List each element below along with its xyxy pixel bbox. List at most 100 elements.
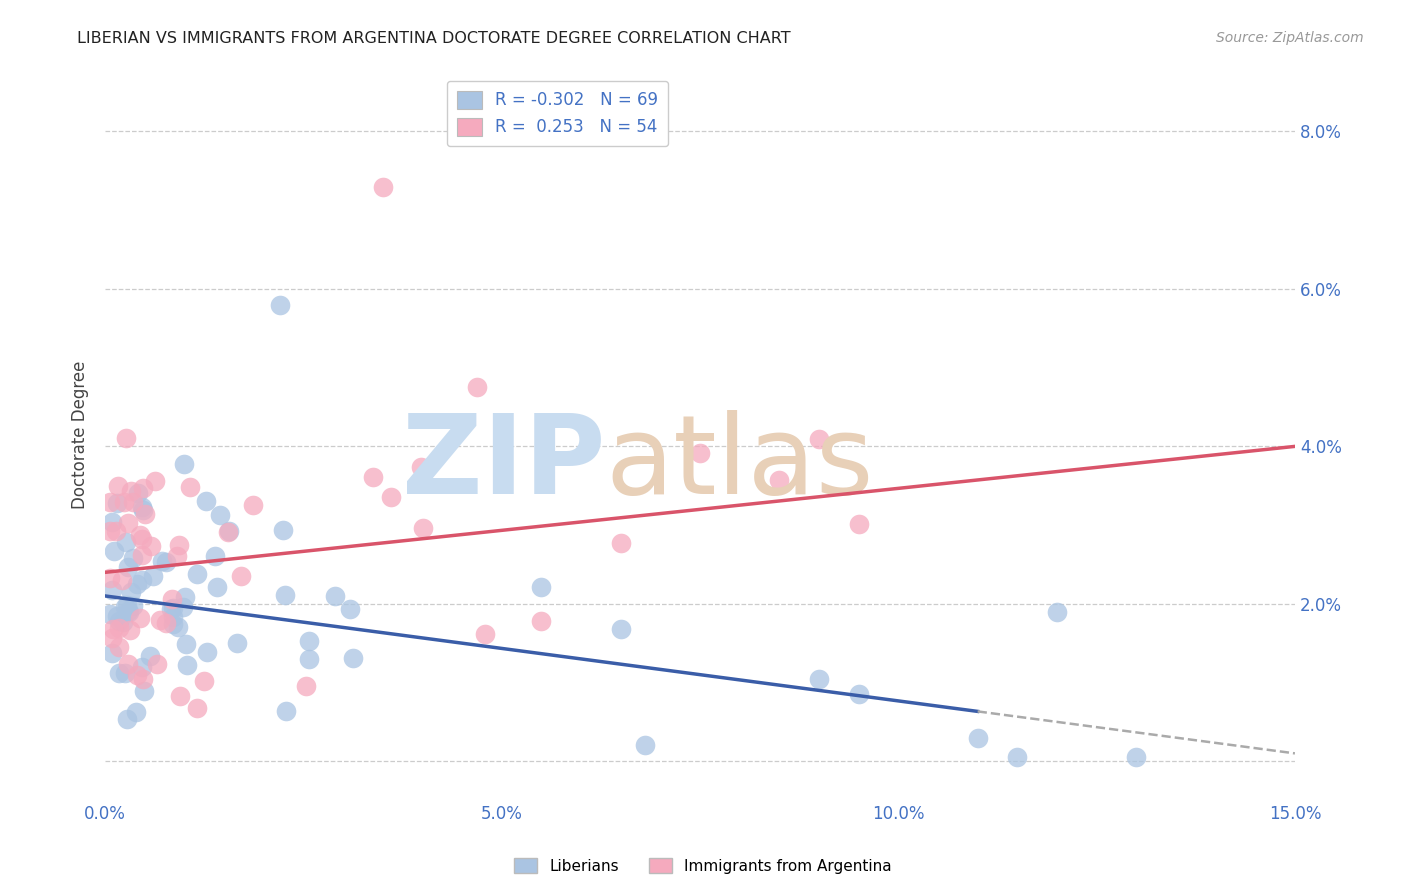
Point [103, 623, 125, 637]
Point [105, 609, 128, 624]
Point [108, 640, 131, 654]
Point [115, 598, 138, 612]
Point [120, 483, 142, 498]
Point [98, 607, 121, 622]
Point [131, 500, 153, 514]
Point [172, 599, 194, 614]
Legend: R = -0.302   N = 69, R =  0.253   N = 54: R = -0.302 N = 69, R = 0.253 N = 54 [447, 80, 668, 146]
Point [117, 604, 139, 618]
Point [117, 657, 139, 671]
Point [129, 528, 152, 542]
Point [225, 636, 247, 650]
Point [132, 672, 155, 686]
Point [610, 622, 633, 636]
Point [363, 470, 385, 484]
Point [134, 508, 156, 522]
Point [371, 179, 394, 194]
Point [186, 701, 208, 715]
Point [122, 551, 145, 566]
Point [118, 606, 141, 620]
Text: atlas: atlas [605, 410, 873, 517]
Point [610, 536, 633, 550]
Point [173, 457, 195, 471]
Point [169, 689, 191, 703]
Point [120, 623, 142, 637]
Point [633, 738, 655, 752]
Point [122, 599, 145, 613]
Point [204, 549, 226, 563]
Point [131, 533, 153, 547]
Point [125, 705, 148, 719]
Point [848, 687, 870, 701]
Point [186, 566, 208, 581]
Text: LIBERIAN VS IMMIGRANTS FROM ARGENTINA DOCTORATE DEGREE CORRELATION CHART: LIBERIAN VS IMMIGRANTS FROM ARGENTINA DO… [77, 31, 792, 46]
Point [98, 524, 121, 538]
Point [108, 665, 131, 680]
Point [271, 523, 294, 537]
Point [217, 524, 239, 539]
Point [139, 649, 162, 664]
Point [114, 665, 136, 680]
Point [160, 592, 183, 607]
Point [339, 602, 361, 616]
Point [98, 495, 121, 509]
Point [242, 498, 264, 512]
Point [117, 560, 139, 574]
Point [101, 583, 124, 598]
Point [155, 616, 177, 631]
Point [966, 731, 988, 746]
Point [107, 614, 129, 628]
Point [162, 610, 184, 624]
Point [193, 674, 215, 689]
Point [474, 627, 496, 641]
Point [111, 615, 134, 630]
Point [166, 549, 188, 564]
Point [808, 672, 831, 686]
Text: ZIP: ZIP [402, 410, 605, 517]
Point [100, 632, 122, 646]
Point [176, 657, 198, 672]
Point [107, 478, 129, 492]
Text: Source: ZipAtlas.com: Source: ZipAtlas.com [1216, 31, 1364, 45]
Y-axis label: Doctorate Degree: Doctorate Degree [72, 360, 89, 508]
Point [229, 569, 252, 583]
Point [1046, 605, 1069, 619]
Point [117, 516, 139, 530]
Point [132, 684, 155, 698]
Point [149, 613, 172, 627]
Point [274, 588, 297, 602]
Point [465, 380, 488, 394]
Point [142, 569, 165, 583]
Point [689, 446, 711, 460]
Point [808, 433, 831, 447]
Point [167, 620, 190, 634]
Point [848, 516, 870, 531]
Point [125, 577, 148, 591]
Point [139, 539, 162, 553]
Point [105, 496, 128, 510]
Point [173, 590, 195, 604]
Point [1007, 750, 1029, 764]
Point [114, 599, 136, 614]
Point [129, 611, 152, 625]
Point [143, 474, 166, 488]
Point [530, 615, 553, 629]
Point [162, 616, 184, 631]
Point [104, 524, 127, 539]
Point [179, 480, 201, 494]
Point [114, 431, 136, 445]
Point [768, 473, 790, 487]
Point [100, 646, 122, 660]
Point [205, 580, 228, 594]
Point [127, 486, 149, 500]
Point [218, 524, 240, 538]
Point [115, 535, 138, 549]
Point [131, 573, 153, 587]
Point [209, 508, 232, 522]
Point [325, 589, 347, 603]
Point [298, 652, 321, 666]
Point [342, 650, 364, 665]
Point [167, 538, 190, 552]
Point [380, 490, 402, 504]
Point [295, 680, 318, 694]
